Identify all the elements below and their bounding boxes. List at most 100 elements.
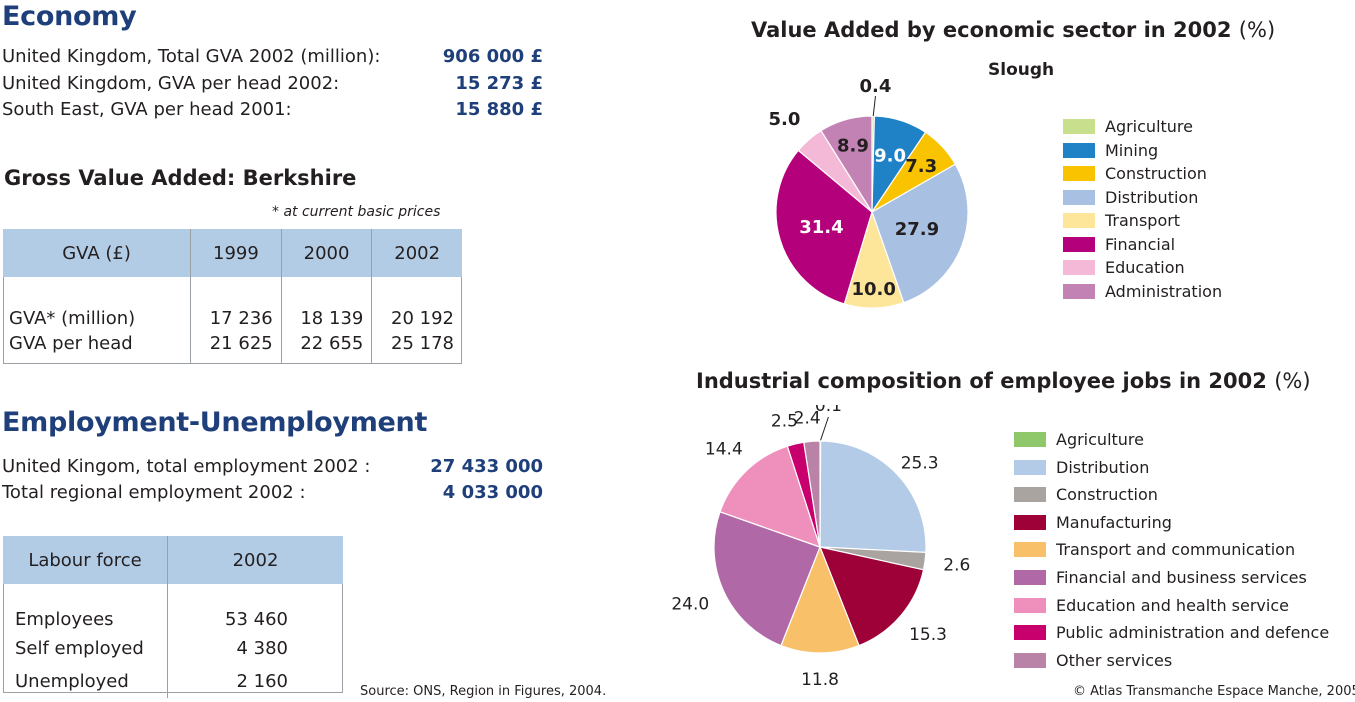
economy-row-value: 15 273 £ [455,73,543,94]
gva-cell: 17 236 [190,277,282,333]
employment-row-label: Total regional employment 2002 : [2,482,306,503]
chart1-title: Value Added by economic sector in 2002 (… [751,18,1275,42]
pie-slice-financial-and-business-services [713,511,821,647]
legend-item: Financial and business services [1014,568,1307,587]
gva-table-note: * at current basic prices [272,204,441,220]
labour-header-label: Labour force [3,536,168,584]
pie-data-label: 24.0 [671,594,709,614]
legend-item: Public administration and defence [1014,623,1329,642]
legend-label: Agriculture [1105,117,1193,136]
legend-item: Agriculture [1014,430,1144,449]
economy-title: Economy [2,1,137,32]
gva-cell: 25 178 [371,333,462,363]
legend-label: Education and health service [1056,595,1289,615]
legend-label: Construction [1105,164,1207,183]
legend-item: Construction [1063,164,1207,183]
employment-row-label: United Kingom, total employment 2002 : [2,456,371,477]
legend-item: Distribution [1063,188,1198,207]
legend-label: Education [1105,258,1185,277]
chart1-title-unit: (%) [1238,18,1276,42]
employment-row-value: 4 033 000 [442,482,543,503]
pie-data-label: 25.3 [901,454,939,474]
gva-cell: 20 192 [371,277,462,333]
legend-label: Administration [1105,281,1223,301]
legend-item: Agriculture [1063,117,1193,136]
pie-slice-distribution [819,440,927,554]
pie-data-label: 15.3 [909,625,947,645]
gva-header-label: GVA (£) [3,229,191,277]
gva-header-year: 2000 [280,229,372,277]
legend-swatch [1063,142,1095,158]
copyright-note: © Atlas Transmanche Espace Manche, 2005. [1073,684,1355,699]
employment-row-value: 27 433 000 [430,456,543,477]
legend-item: Other services [1014,651,1172,670]
labour-header-year: 2002 [167,536,343,584]
legend-item: Administration [1063,282,1222,301]
gva-row-label: GVA* (million) [9,308,136,329]
legend-swatch [1014,652,1046,668]
labour-row-label: Self employed [15,638,144,659]
pie-leader-line [872,95,876,117]
chart1-pie: 0.4 9.07.3 27.9 10.0 31.4 5.0 8.9 [769,76,969,309]
economy-row-label: South East, GVA per head 2001: [2,99,292,120]
gva-cell: 22 655 [280,333,372,363]
pie-data-label: 27.9 [895,219,939,240]
legend-swatch [1014,487,1046,503]
legend-swatch [1014,514,1046,530]
legend-item: Mining [1063,141,1158,160]
chart2-title-text: Industrial composition of employee jobs … [696,369,1267,393]
pie-slice-administration [820,115,873,215]
legend-label: Distribution [1105,187,1199,207]
pie-data-label: 2.5 [771,411,798,431]
economy-row-value: 906 000 £ [442,46,543,67]
pie-slice-financial [775,149,873,305]
gva-table: GVA (£) 1999 2000 2002 GVA* (million) 17… [3,229,462,363]
pie-slice-distribution [871,163,969,304]
legend-label: Financial and business services [1056,568,1307,587]
legend-item: Transport [1063,211,1180,230]
source-note: Source: ONS, Region in Figures, 2004. [360,684,607,699]
legend-swatch [1014,459,1046,475]
legend-label: Construction [1056,485,1158,505]
legend-swatch [1014,597,1046,613]
pie-slice-other-services [803,440,821,548]
gva-row-label: GVA per head [9,333,133,354]
labour-row-label: Employees [15,609,114,630]
legend-swatch [1014,542,1046,558]
pie-leader-line [819,416,829,442]
pie-data-label: 5.0 [769,109,801,130]
legend-item: Education and health service [1014,596,1289,615]
legend-swatch [1063,260,1095,275]
legend-label: Transport [1105,211,1181,230]
pie-data-label: 7.3 [905,156,937,177]
legend-label: Mining [1105,140,1159,160]
legend-item: Construction [1014,485,1158,504]
pie-data-label: 31.4 [799,217,843,238]
legend-label: Agriculture [1056,430,1144,449]
pie-data-label: 8.9 [837,136,869,157]
gva-cell: 18 139 [280,277,372,333]
legend-label: Other services [1056,650,1173,670]
gva-header-year: 1999 [190,229,282,277]
pie-data-label: 9.0 [874,145,906,166]
legend-label: Public administration and defence [1056,623,1330,643]
gva-header-year: 2002 [371,229,462,277]
gva-cell: 21 625 [190,333,282,363]
chart1-subtitle: Slough [988,60,1055,80]
labour-cell: 2 160 [167,665,343,698]
legend-swatch [1014,432,1046,447]
legend-item: Manufacturing [1014,513,1172,532]
legend-swatch [1063,189,1095,205]
employment-title: Employment-Unemployment [2,407,428,438]
legend-label: Manufacturing [1056,512,1172,532]
labour-table: Labour force 2002 Employees 53 460 Self … [3,536,343,698]
pie-data-label: 0.4 [860,76,892,97]
legend-label: Financial [1105,234,1176,254]
legend-swatch [1063,166,1095,181]
legend-item: Distribution [1014,458,1149,477]
pie-data-label: 0.1 [815,405,842,416]
economy-row-label: United Kingdom, GVA per head 2002: [2,73,340,94]
pie-data-label: 14.4 [705,439,743,459]
legend-swatch [1063,213,1095,228]
pie-data-label: 2.4 [794,408,821,428]
